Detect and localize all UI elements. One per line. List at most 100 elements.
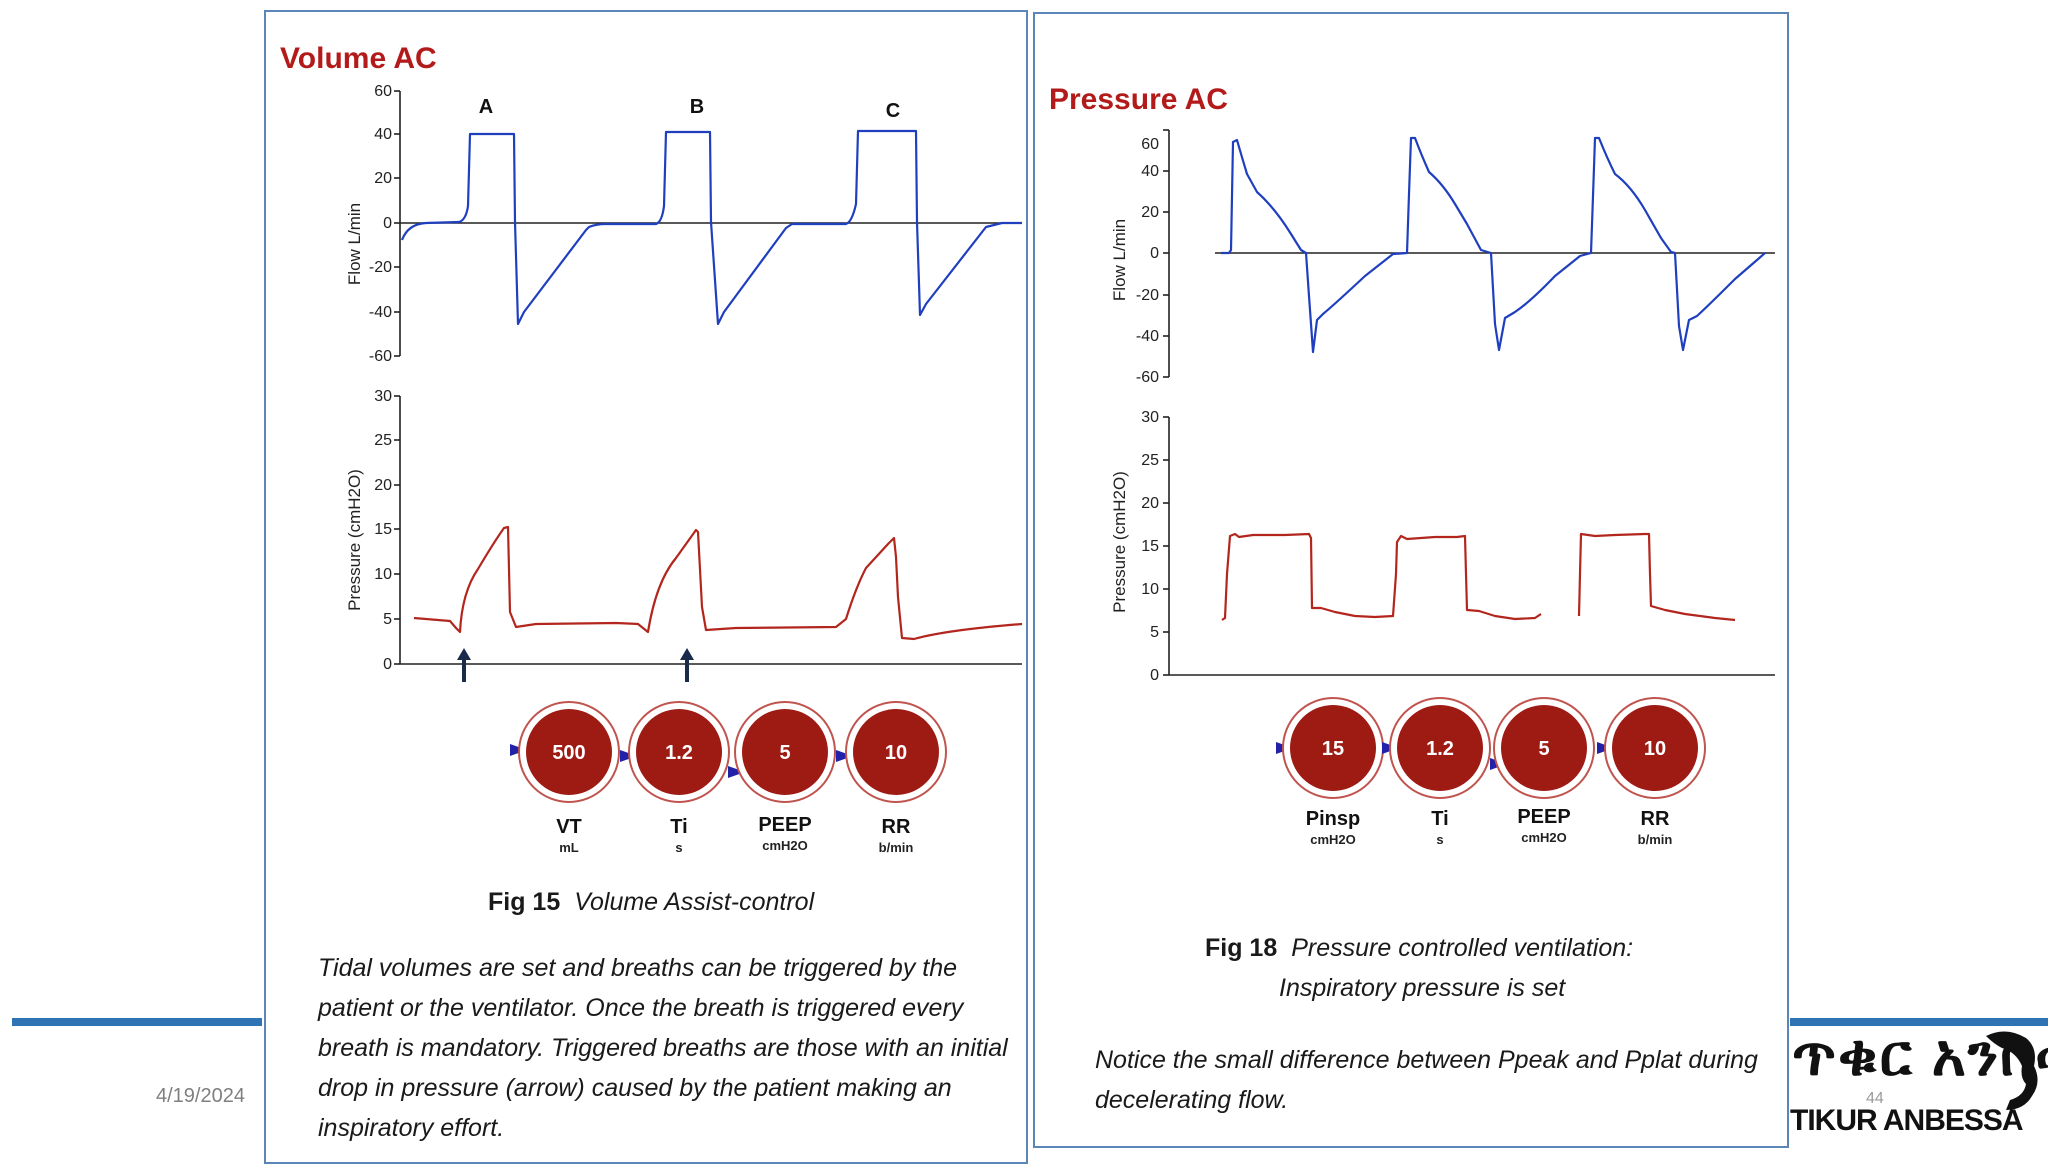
pressure-tick-20: 20 — [1141, 495, 1159, 512]
pressure-ac-panel: Pressure AC 60 40 20 0 -20 -40 -60 Flow … — [1033, 12, 1789, 1148]
volume-ac-diagram: Volume AC A B C 60 40 20 0 -20 -40 -60 F… — [280, 42, 1023, 855]
setting-rr-unit: b/min — [1638, 832, 1673, 847]
breath-label-c: C — [886, 100, 900, 122]
setting-vt-unit: mL — [559, 840, 579, 855]
pressure-tick-5: 5 — [1150, 624, 1159, 641]
fig-15-number: Fig 15 — [488, 888, 561, 916]
flow-tick-60: 60 — [374, 83, 392, 100]
volume-ac-panel: Volume AC A B C 60 40 20 0 -20 -40 -60 F… — [264, 10, 1028, 1164]
flow-axis — [394, 90, 1022, 357]
pressure-tick-10: 10 — [374, 566, 392, 583]
slide-accent-line-right — [1790, 1018, 2048, 1026]
slide-date: 4/19/2024 — [156, 1085, 245, 1107]
flow-tick-neg60: -60 — [1136, 369, 1159, 386]
flow-tick-20: 20 — [1141, 204, 1159, 221]
setting-peep-unit: cmH2O — [762, 838, 808, 853]
setting-peep-value: 5 — [1538, 738, 1549, 760]
trigger-arrow-2 — [680, 648, 694, 682]
pressure-tick-25: 25 — [374, 432, 392, 449]
slide-accent-line-left — [12, 1018, 262, 1026]
setting-ti-value: 1.2 — [1426, 738, 1454, 760]
flow-axis — [1163, 129, 1775, 378]
slide-page-number: 44 — [1866, 1090, 1884, 1107]
setting-peep-name: PEEP — [758, 814, 811, 836]
desc-line: breath is mandatory. Triggered breaths a… — [318, 1034, 1008, 1062]
pressure-ac-figure-caption: Fig 18 Pressure controlled ventilation: — [1205, 934, 1633, 963]
pressure-tick-5: 5 — [383, 611, 392, 628]
flow-tick-60: 60 — [1141, 136, 1159, 153]
pressure-axis — [1163, 416, 1775, 676]
pressure-tick-30: 30 — [1141, 409, 1159, 426]
pressure-axis — [394, 395, 1022, 665]
flow-tick-neg60: -60 — [369, 348, 392, 365]
pressure-tick-15: 15 — [374, 521, 392, 538]
setting-pinsp-name: Pinsp — [1306, 808, 1360, 830]
flow-tick-neg20: -20 — [369, 259, 392, 276]
setting-rr-name: RR — [1641, 808, 1670, 830]
flow-trace — [1221, 136, 1766, 354]
breath-label-b: B — [690, 96, 704, 118]
pressure-axis-label: Pressure (cmH2O) — [1110, 471, 1129, 613]
desc-line: Tidal volumes are set and breaths can be… — [318, 954, 958, 982]
setting-pinsp-value: 15 — [1322, 738, 1344, 760]
pressure-tick-0: 0 — [383, 656, 392, 673]
pressure-tick-0: 0 — [1150, 667, 1159, 684]
tikur-anbessa-logo: ጥቁር አንበሳ TIKUR ANBESSA — [1788, 1020, 2048, 1138]
pressure-tick-10: 10 — [1141, 581, 1159, 598]
flow-tick-0: 0 — [1150, 245, 1159, 262]
setting-rr-name: RR — [882, 816, 911, 838]
flow-tick-40: 40 — [1141, 163, 1159, 180]
desc-line: patient or the ventilator. Once the brea… — [318, 994, 964, 1022]
setting-rr-value: 10 — [885, 742, 907, 764]
setting-knob-rr: 10 RR b/min — [1597, 697, 1706, 847]
setting-ti-unit: s — [1436, 832, 1443, 847]
setting-knob-ti: 1.2 Ti s — [1382, 697, 1491, 847]
setting-rr-value: 10 — [1644, 738, 1666, 760]
setting-peep-name: PEEP — [1517, 806, 1570, 828]
setting-peep-value: 5 — [779, 742, 790, 764]
setting-ti-name: Ti — [1431, 808, 1448, 830]
flow-tick-neg40: -40 — [369, 304, 392, 321]
flow-axis-label: Flow L/min — [345, 203, 364, 285]
setting-knob-ti: 1.2 Ti s — [620, 701, 730, 855]
lion-icon — [1986, 1031, 2038, 1110]
pressure-tick-20: 20 — [374, 477, 392, 494]
setting-knob-vt: 500 VT mL — [510, 701, 620, 855]
trigger-arrow-1 — [457, 648, 471, 682]
flow-axis-label: Flow L/min — [1110, 219, 1129, 301]
flow-tick-neg20: -20 — [1136, 287, 1159, 304]
volume-ac-description: Tidal volumes are set and breaths can be… — [318, 948, 1008, 1148]
pressure-trace — [413, 525, 1023, 641]
fig-18-title-line2: Inspiratory pressure is set — [1279, 974, 1566, 1002]
desc-line: drop in pressure (arrow) caused by the p… — [318, 1074, 952, 1102]
setting-rr-unit: b/min — [879, 840, 914, 855]
setting-vt-name: VT — [556, 816, 582, 838]
fig-15-title: Volume Assist-control — [574, 888, 815, 916]
setting-peep-unit: cmH2O — [1521, 830, 1567, 845]
desc-line: decelerating flow. — [1095, 1086, 1289, 1114]
breath-label-a: A — [479, 96, 493, 118]
setting-ti-name: Ti — [670, 816, 687, 838]
pressure-tick-30: 30 — [374, 388, 392, 405]
pressure-tick-25: 25 — [1141, 452, 1159, 469]
volume-ac-title: Volume AC — [280, 42, 437, 75]
fig-18-number: Fig 18 — [1205, 934, 1278, 962]
pressure-ac-figure-caption-line2: Inspiratory pressure is set — [1279, 974, 1565, 1003]
desc-line: inspiratory effort. — [318, 1114, 505, 1142]
flow-trace — [400, 129, 1022, 326]
pressure-ac-title: Pressure AC — [1049, 83, 1228, 116]
setting-ti-unit: s — [675, 840, 682, 855]
setting-knob-pinsp: 15 Pinsp cmH2O — [1276, 697, 1384, 847]
setting-knob-peep: 5 PEEP cmH2O — [1490, 697, 1595, 845]
pressure-ac-description: Notice the small difference between Ppea… — [1095, 1040, 1758, 1120]
setting-knob-rr: 10 RR b/min — [836, 701, 947, 855]
setting-vt-value: 500 — [552, 742, 585, 764]
pressure-trace — [1221, 532, 1736, 622]
setting-pinsp-unit: cmH2O — [1310, 832, 1356, 847]
flow-tick-neg40: -40 — [1136, 328, 1159, 345]
fig-18-title-line1: Pressure controlled ventilation: — [1291, 934, 1634, 962]
flow-tick-40: 40 — [374, 126, 392, 143]
setting-ti-value: 1.2 — [665, 742, 693, 764]
volume-ac-figure-caption: Fig 15 Volume Assist-control — [488, 888, 814, 917]
setting-knob-peep: 5 PEEP cmH2O — [728, 701, 836, 853]
